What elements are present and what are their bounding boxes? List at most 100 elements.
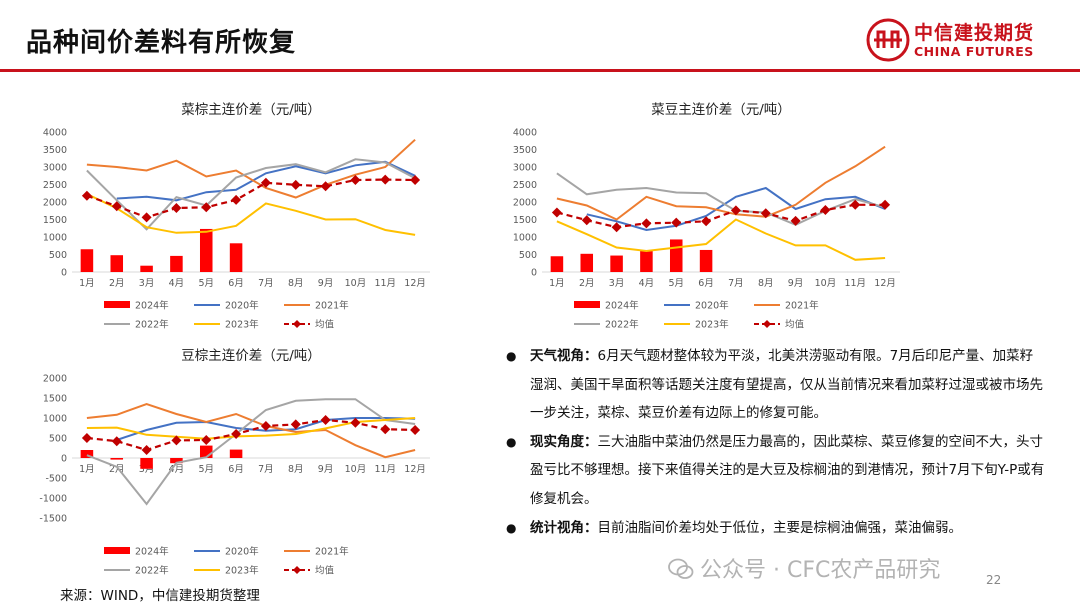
avg-marker	[410, 425, 421, 435]
x-tick-label: 2月	[579, 278, 595, 289]
x-tick-label: 6月	[228, 464, 244, 475]
legend-label: 2021年	[315, 546, 349, 558]
x-tick-label: 8月	[288, 464, 304, 475]
x-tick-label: 5月	[668, 278, 684, 289]
y-tick-label: 2000	[43, 198, 67, 209]
y-tick-label: -1000	[39, 494, 67, 505]
avg-marker	[320, 415, 331, 425]
series-line-2021	[556, 145, 886, 221]
wechat-icon	[668, 558, 694, 579]
legend-label: 2024年	[135, 300, 169, 312]
y-tick-label: 1000	[513, 233, 537, 244]
avg-marker	[760, 208, 771, 219]
x-tick-label: 3月	[139, 278, 155, 289]
series-line-2020	[586, 186, 886, 232]
x-tick-label: 3月	[139, 464, 155, 475]
x-tick-label: 1月	[549, 278, 565, 289]
y-tick-label: 2000	[43, 374, 67, 385]
avg-marker	[730, 205, 741, 216]
chart-title: 豆棕主连价差（元/吨）	[181, 348, 321, 364]
y-tick-label: 1000	[43, 414, 67, 425]
bullet-reality: ● 现实角度：三大油脂中菜油仍然是压力最高的，因此菜棕、菜豆修复的空间不大，头寸…	[506, 428, 1046, 514]
bullet-dot-icon: ●	[506, 520, 517, 535]
x-tick-label: 7月	[258, 278, 274, 289]
y-tick-label: 3000	[43, 163, 67, 174]
bullet-text: 目前油脂间价差均处于低位，主要是棕榈油偏强，菜油偏弱。	[597, 519, 963, 536]
avg-marker	[350, 417, 361, 428]
x-tick-label: 6月	[228, 278, 244, 289]
bar-2024	[80, 450, 94, 458]
bullet-dot-icon: ●	[506, 349, 517, 363]
avg-marker	[701, 216, 712, 227]
y-tick-label: 1500	[43, 215, 67, 226]
page-title: 品种间价差料有所恢复	[26, 28, 297, 58]
x-tick-label: 9月	[788, 278, 804, 289]
avg-marker	[790, 215, 801, 226]
y-tick-label: 2500	[513, 180, 537, 191]
series-line-2021	[86, 402, 416, 459]
chart-soy-palm-spread: 豆棕主连价差（元/吨） -1500 -1000 -500 0 500 1000 1500 200…	[30, 338, 450, 578]
y-tick-label: 0	[531, 268, 537, 279]
legend-marker	[763, 320, 771, 328]
x-tick-label: 12月	[404, 464, 426, 475]
y-tick-label: 1500	[43, 394, 67, 405]
legend-label: 均值	[315, 565, 335, 577]
legend-swatch	[574, 301, 600, 308]
legend-label: 2023年	[225, 319, 259, 331]
logo-emblem-icon	[866, 18, 910, 62]
legend-label: 2020年	[225, 300, 259, 312]
legend-label: 2023年	[225, 565, 259, 577]
page-number: 22	[986, 573, 1002, 587]
avg-marker	[820, 205, 831, 216]
bar-2024	[110, 255, 124, 272]
bar-2024	[199, 228, 213, 272]
bar-2024	[640, 251, 653, 272]
x-tick-label: 5月	[198, 464, 214, 475]
legend-swatch	[104, 301, 130, 308]
avg-marker	[231, 429, 242, 439]
y-tick-label: 1000	[43, 233, 67, 244]
legend-label: 2020年	[225, 546, 259, 558]
series-line-avg	[556, 203, 886, 229]
source-note: 来源：WIND，中信建投期货整理	[60, 588, 260, 604]
y-tick-label: 0	[61, 454, 67, 465]
avg-marker	[350, 174, 361, 185]
avg-marker	[671, 217, 682, 228]
avg-marker	[260, 421, 271, 431]
bar-2024	[669, 239, 683, 272]
chart-title: 菜棕主连价差（元/吨）	[181, 102, 321, 118]
chart-title: 菜豆主连价差（元/吨）	[651, 102, 791, 118]
avg-marker	[81, 433, 92, 443]
bar-2024	[610, 255, 623, 272]
x-tick-label: 8月	[288, 278, 304, 289]
bar-2024	[550, 256, 564, 272]
bar-2024	[170, 458, 183, 464]
chart-rapeseed-palm-spread: 菜棕主连价差（元/吨） 0 500 1000 1500 2000 2500 3000 3500 4…	[30, 92, 450, 332]
x-tick-label: 7月	[728, 278, 744, 289]
avg-marker	[380, 174, 391, 185]
series-line-2023	[86, 417, 416, 440]
commentary-list: ● 天气视角：6月天气题材整体较为平淡，北美洪涝驱动有限。7月后印尼产量、加菜籽…	[506, 342, 1046, 542]
avg-marker	[410, 174, 421, 185]
bullet-head: 现实角度：	[530, 433, 598, 450]
watermark: 公众号 · CFC农产品研究	[668, 552, 940, 584]
y-tick-label: 3500	[43, 145, 67, 156]
x-tick-label: 1月	[79, 464, 95, 475]
avg-marker	[111, 436, 122, 447]
avg-marker	[290, 419, 301, 430]
bullet-dot-icon: ●	[506, 434, 517, 449]
legend-label: 2022年	[135, 319, 169, 331]
bar-2024	[699, 249, 713, 272]
legend-label: 2020年	[695, 300, 729, 312]
series-line-2022	[86, 398, 416, 506]
avg-marker	[171, 435, 182, 446]
x-tick-label: 3月	[609, 278, 625, 289]
x-tick-label: 10月	[345, 278, 367, 289]
legend-label: 2023年	[695, 319, 729, 331]
avg-marker	[141, 445, 152, 455]
legend-label: 2024年	[605, 300, 639, 312]
series-line-2021	[86, 138, 416, 199]
y-tick-label: -1500	[39, 514, 67, 525]
y-tick-label: 500	[519, 250, 537, 261]
title-divider	[0, 69, 1080, 72]
